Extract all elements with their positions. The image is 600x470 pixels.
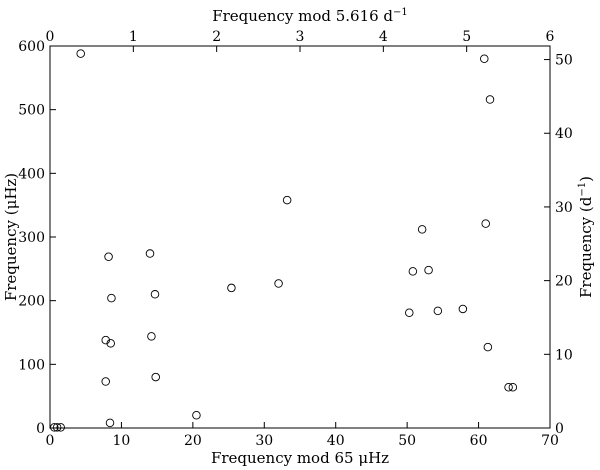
x-bottom-tick-label: 30 — [255, 433, 273, 449]
data-point — [151, 372, 160, 382]
data-point — [50, 423, 59, 432]
data-point — [485, 95, 495, 104]
y-axis-title-right-superscript: −1 — [577, 182, 588, 197]
data-point — [101, 335, 110, 345]
data-point — [227, 283, 236, 293]
x-top-tick-label: 6 — [546, 29, 555, 45]
x-top-tick-label: 1 — [129, 29, 138, 45]
y-axis-title-left: Frequency (μHz) — [2, 173, 20, 301]
x-bottom-tick-label: 50 — [398, 433, 416, 449]
data-point — [101, 377, 110, 386]
data-point — [105, 418, 115, 428]
plot-frame — [49, 45, 551, 429]
data-point — [405, 308, 414, 318]
data-point — [106, 339, 115, 348]
data-points — [50, 49, 518, 432]
tick-labels: 0 10 20 30 40 50 60 700 1 2 3 4 5 6010020030040050060… — [18, 29, 573, 449]
data-point — [480, 54, 489, 63]
data-point — [508, 383, 518, 392]
x-bottom-tick-label: 60 — [470, 433, 488, 449]
data-point — [147, 332, 156, 341]
y-right-tick-label: 40 — [555, 126, 573, 142]
y-left-tick-label: 400 — [18, 166, 45, 182]
data-point — [145, 249, 155, 258]
x-axis-title-bottom: Frequency mod 65 μHz — [211, 449, 389, 467]
y-left-tick-label: 600 — [18, 39, 45, 55]
x-top-tick-label: 5 — [462, 29, 471, 45]
data-point — [274, 279, 283, 288]
y-right-tick-label: 30 — [555, 200, 573, 216]
x-axis-title-top-superscript: −1 — [393, 7, 408, 18]
y-left-tick-label: 500 — [18, 103, 45, 119]
y-left-tick-label: 0 — [36, 421, 45, 437]
x-bottom-tick-label: 40 — [327, 433, 345, 449]
x-bottom-tick-label: 0 — [46, 433, 55, 449]
data-point — [76, 49, 85, 58]
y-left-tick-label: 100 — [18, 357, 45, 373]
data-point — [424, 265, 433, 275]
x-top-tick-label: 0 — [46, 29, 55, 45]
data-point — [408, 267, 418, 276]
x-top-tick-label: 3 — [296, 29, 305, 45]
x-bottom-tick-label: 70 — [541, 433, 559, 449]
tick-marks — [49, 45, 551, 429]
data-point — [483, 342, 493, 352]
x-bottom-tick-label: 10 — [113, 433, 131, 449]
y-right-tick-label: 10 — [555, 347, 573, 363]
y-right-tick-label: 20 — [555, 274, 573, 290]
x-axis-title-top: Frequency mod 5.616 d−1 — [212, 7, 408, 25]
y-right-tick-label: 0 — [555, 421, 564, 437]
y-left-tick-label: 200 — [18, 294, 45, 310]
data-point — [433, 306, 443, 316]
data-point — [282, 195, 292, 205]
data-point — [458, 304, 468, 314]
data-point — [56, 423, 65, 432]
data-point — [192, 411, 201, 420]
data-point — [150, 290, 160, 299]
x-top-tick-label: 2 — [212, 29, 221, 45]
data-point — [481, 219, 490, 228]
data-point — [504, 383, 513, 392]
y-axis-title-right: Frequency (d−1) — [577, 176, 595, 298]
y-right-tick-label: 50 — [555, 53, 573, 69]
y-left-tick-label: 300 — [18, 230, 45, 246]
data-point — [107, 293, 116, 303]
data-point — [417, 225, 427, 234]
data-point — [104, 252, 113, 261]
x-top-tick-label: 4 — [379, 29, 388, 45]
x-bottom-tick-label: 20 — [184, 433, 202, 449]
data-point — [52, 423, 62, 432]
